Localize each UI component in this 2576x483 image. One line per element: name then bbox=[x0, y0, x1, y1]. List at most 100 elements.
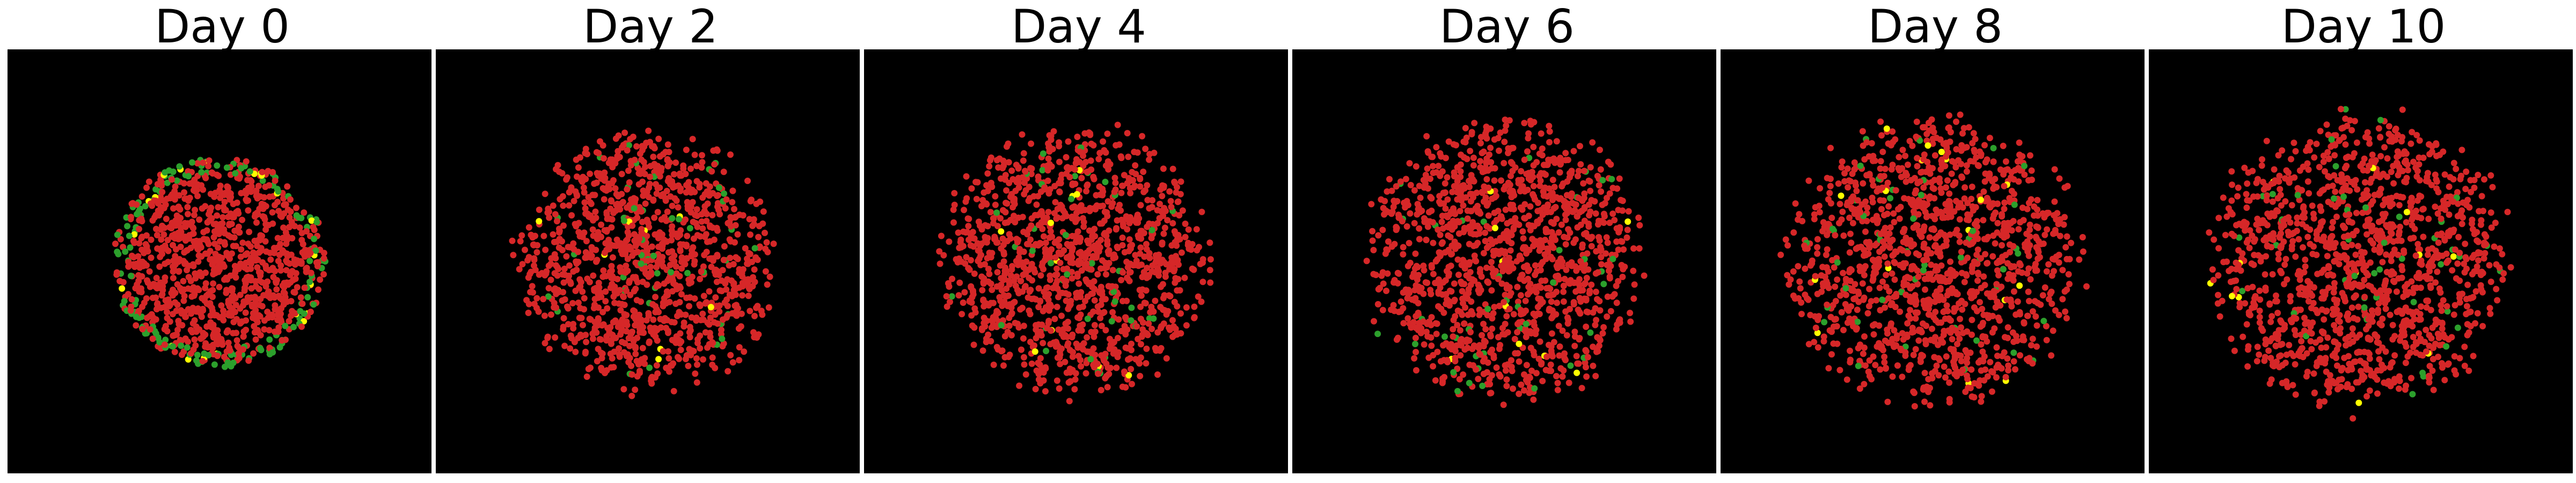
cell-point bbox=[1074, 273, 1081, 280]
cell-point bbox=[1399, 218, 1406, 225]
cell-point bbox=[699, 159, 706, 166]
cell-point bbox=[1491, 304, 1498, 311]
cell-point bbox=[1506, 254, 1513, 261]
cell-point bbox=[1178, 249, 1185, 256]
cell-point bbox=[709, 224, 716, 231]
cell-point bbox=[1012, 187, 1019, 194]
cell-point bbox=[719, 335, 726, 342]
cell-point bbox=[1581, 204, 1588, 211]
cell-point bbox=[1524, 291, 1531, 298]
cell-point bbox=[1453, 342, 1460, 349]
cell-point bbox=[1560, 282, 1567, 289]
cell-point bbox=[1006, 301, 1013, 308]
cell-point bbox=[171, 231, 178, 238]
cell-point bbox=[1546, 185, 1553, 192]
cell-point bbox=[1490, 355, 1497, 361]
cell-point bbox=[953, 256, 960, 263]
cell-point bbox=[1381, 211, 1388, 218]
cell-point bbox=[1491, 177, 1498, 184]
cell-point bbox=[303, 228, 310, 235]
cell-point bbox=[1548, 229, 1555, 236]
cell-point bbox=[293, 204, 299, 211]
cell-point bbox=[1063, 297, 1070, 304]
cell-point bbox=[257, 232, 264, 239]
cell-point bbox=[639, 167, 646, 174]
cell-point bbox=[125, 291, 131, 298]
cell-point bbox=[1425, 354, 1432, 361]
cell-point bbox=[1553, 216, 1560, 222]
cell-point bbox=[1554, 299, 1561, 306]
cell-point bbox=[233, 209, 239, 216]
cell-point bbox=[1082, 158, 1089, 165]
cell-point bbox=[1461, 185, 1468, 192]
cell-point bbox=[1484, 305, 1491, 312]
cell-point bbox=[658, 240, 665, 247]
cell-point bbox=[253, 255, 260, 262]
cell-point bbox=[1435, 226, 1441, 233]
cell-point bbox=[1410, 319, 1417, 326]
cell-point bbox=[1577, 258, 1584, 265]
cell-point bbox=[1415, 206, 1422, 213]
cell-point bbox=[618, 247, 625, 254]
cell-point bbox=[1447, 262, 1454, 269]
cell-point bbox=[1549, 177, 1556, 184]
cell-point bbox=[264, 309, 271, 315]
cell-point bbox=[1909, 142, 1916, 149]
cell-point bbox=[1043, 348, 1050, 354]
cell-point bbox=[113, 269, 120, 276]
cell-point bbox=[1459, 288, 1466, 295]
cell-point bbox=[988, 324, 995, 331]
cell-point bbox=[195, 258, 202, 265]
cell-point bbox=[1454, 387, 1461, 394]
cell-point bbox=[1177, 310, 1184, 317]
cell-point bbox=[733, 254, 740, 261]
cell-point bbox=[591, 180, 598, 187]
cell-point bbox=[1053, 215, 1060, 222]
cell-point bbox=[1119, 242, 1126, 248]
cell-point bbox=[1470, 162, 1477, 169]
cell-point bbox=[1021, 354, 1027, 361]
cell-point bbox=[257, 269, 264, 276]
cell-point bbox=[1510, 311, 1517, 318]
cell-point bbox=[1169, 220, 1176, 226]
cell-point bbox=[559, 170, 566, 177]
cell-point bbox=[1005, 159, 1012, 166]
cell-point bbox=[659, 254, 666, 260]
cell-point bbox=[1531, 319, 1537, 326]
cell-point bbox=[1196, 244, 1202, 251]
cell-point bbox=[1466, 379, 1473, 386]
cell-point bbox=[1480, 250, 1487, 257]
cell-point bbox=[252, 336, 259, 343]
cell-point bbox=[184, 204, 191, 210]
cell-point bbox=[153, 232, 160, 239]
cell-point bbox=[563, 176, 570, 183]
cell-point bbox=[278, 213, 285, 220]
cell-point bbox=[1119, 182, 1125, 189]
cell-point bbox=[1517, 188, 1524, 195]
cell-point bbox=[1114, 217, 1121, 224]
cell-point bbox=[1021, 361, 1028, 368]
cell-point bbox=[1141, 299, 1148, 306]
cell-point bbox=[621, 129, 628, 136]
cell-point bbox=[1015, 165, 1022, 172]
cell-point bbox=[766, 273, 773, 280]
cell-point bbox=[956, 244, 963, 251]
cell-point bbox=[237, 291, 244, 298]
cell-point bbox=[1555, 229, 1562, 236]
cell-point bbox=[696, 180, 703, 187]
cell-point bbox=[245, 357, 252, 364]
cell-point bbox=[128, 296, 135, 303]
cell-point bbox=[238, 165, 245, 172]
cell-point bbox=[632, 386, 639, 393]
cell-point bbox=[1518, 272, 1525, 279]
cell-point bbox=[1068, 195, 1075, 202]
cell-point bbox=[1846, 214, 1853, 221]
cell-point bbox=[179, 288, 186, 295]
cell-point bbox=[646, 338, 653, 345]
cell-point bbox=[603, 333, 610, 340]
cell-point bbox=[1077, 357, 1084, 363]
cell-point bbox=[668, 269, 675, 276]
cell-point bbox=[1557, 365, 1564, 372]
cell-point bbox=[137, 285, 144, 292]
cell-point bbox=[1454, 189, 1460, 195]
